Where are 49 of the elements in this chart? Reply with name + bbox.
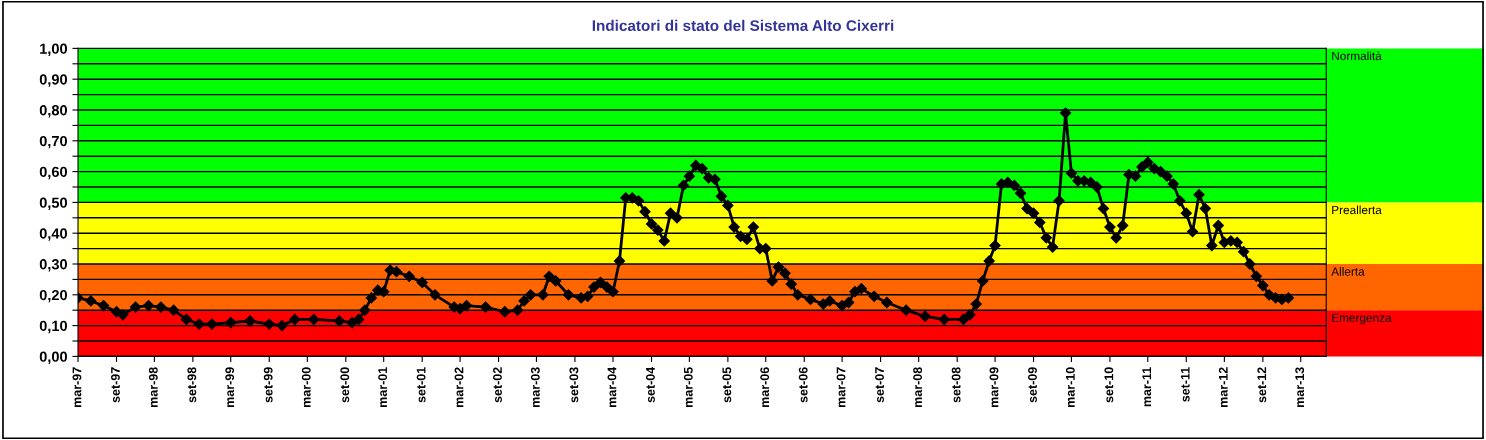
x-tick-label: mar-11 — [1142, 367, 1152, 407]
x-tick-label: set-05 — [722, 367, 732, 403]
x-tick-label: set-02 — [493, 367, 502, 403]
x-tick-label: mar-07 — [836, 367, 846, 407]
band-label: Allerta — [1331, 267, 1365, 276]
x-tick-label: mar-04 — [607, 366, 617, 407]
x-tick-label: mar-97 — [72, 367, 82, 407]
x-tick-label: set-98 — [187, 367, 197, 403]
x-tick-label: set-03 — [569, 367, 579, 403]
y-tick-label: 0,10 — [39, 320, 67, 334]
x-tick-label: set-99 — [263, 367, 273, 403]
x-tick-label: set-06 — [798, 367, 808, 403]
x-tick-label: set-07 — [875, 367, 884, 403]
x-tick-label: mar-03 — [530, 367, 540, 407]
y-tick-label: 0,40 — [39, 228, 67, 241]
y-tick-label: 0,50 — [39, 197, 67, 210]
x-tick-label: mar-00 — [301, 367, 311, 407]
x-tick-label: mar-06 — [760, 367, 770, 407]
y-tick-label: 0,70 — [39, 135, 67, 149]
x-tick-label: set-11 — [1180, 367, 1190, 402]
x-tick-label: mar-99 — [225, 367, 235, 407]
x-tick-label: set-10 — [1104, 367, 1114, 403]
x-tick-label: mar-01 — [378, 367, 388, 407]
x-tick-label: set-04 — [646, 366, 655, 403]
x-tick-label: mar-08 — [913, 367, 923, 407]
x-tick-label: set-01 — [416, 367, 426, 403]
x-tick-label: mar-98 — [148, 367, 158, 407]
y-tick-label: 0,30 — [39, 259, 67, 272]
y-tick-label: 0,20 — [39, 289, 67, 303]
x-tick-label: set-09 — [1028, 367, 1037, 403]
x-tick-label: mar-12 — [1218, 367, 1228, 407]
x-tick-label: mar-13 — [1295, 367, 1305, 407]
x-tick-label: set-12 — [1257, 367, 1267, 403]
y-tick-label: 1,00 — [40, 43, 67, 56]
chart-title: Indicatori di stato del Sistema Alto Cixerri — [592, 19, 894, 32]
y-tick-label: 0,00 — [39, 351, 67, 364]
x-tick-label: mar-10 — [1065, 367, 1075, 407]
y-tick-label: 0,80 — [39, 105, 67, 118]
x-tick-label: set-08 — [951, 367, 961, 403]
x-tick-label: set-97 — [111, 367, 120, 403]
band-label: Emergenza — [1332, 313, 1392, 325]
x-tick-label: mar-02 — [454, 367, 464, 407]
x-tick-label: set-00 — [340, 367, 350, 403]
x-tick-label: mar-09 — [989, 367, 999, 407]
x-tick-label: mar-05 — [683, 367, 693, 407]
y-tick-label: 0,90 — [39, 74, 67, 87]
band-label: Preallerta — [1332, 205, 1382, 215]
y-tick-label: 0,60 — [39, 166, 67, 180]
band-label: Normalità — [1332, 51, 1382, 61]
